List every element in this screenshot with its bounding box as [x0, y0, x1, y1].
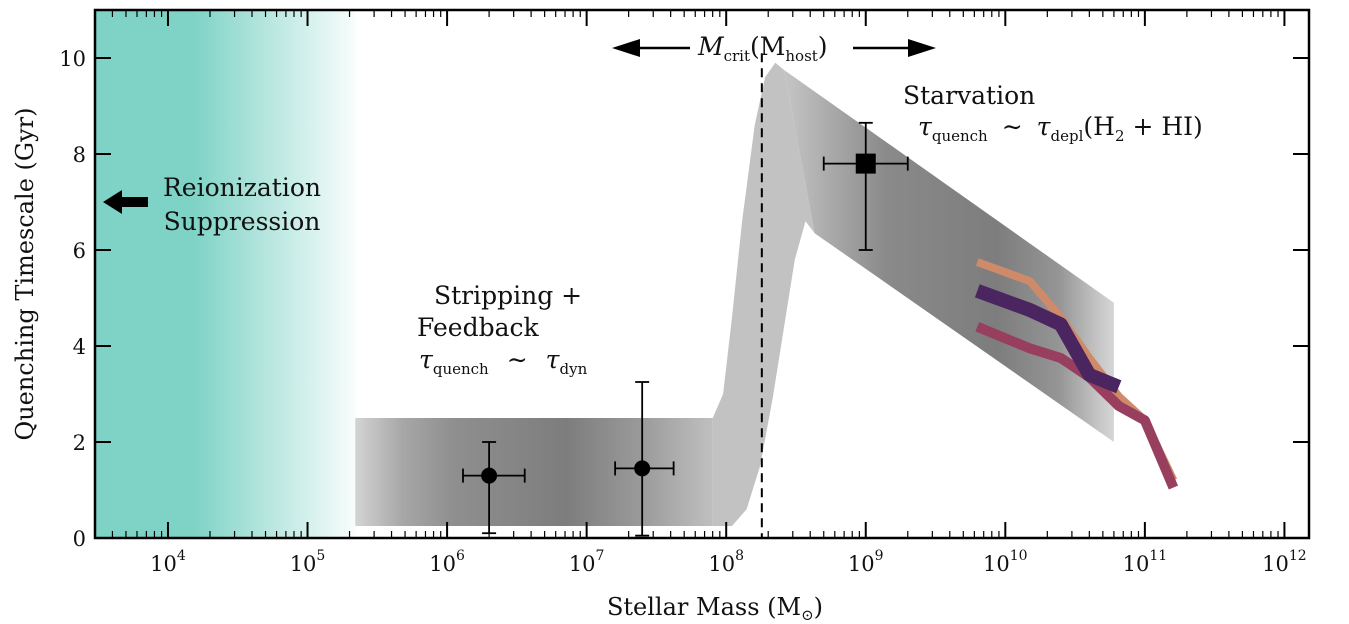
x-tick-label: 106: [429, 548, 465, 576]
reionization-label-line2: Suppression: [164, 207, 321, 236]
data-points: [462, 121, 909, 537]
stripping-label-line1: Stripping +: [434, 281, 582, 310]
circle-marker: [634, 460, 651, 477]
x-tick-label: 1010: [983, 548, 1028, 576]
x-axis-label: Stellar Mass (M⊙): [607, 593, 823, 624]
plot-frame: [93, 8, 1311, 540]
circle-marker: [481, 467, 498, 484]
x-tick-label: 108: [708, 548, 744, 576]
y-tick-label: 10: [59, 47, 86, 71]
stripping-label-line2: Feedback: [417, 313, 539, 342]
starvation-label: Starvation: [903, 81, 1035, 110]
tau-quench-dyn-relation: τquench ∼ τdyn: [419, 345, 588, 378]
series-lines: [974, 258, 1179, 490]
data-point-3: [822, 121, 909, 251]
data-point-1: [462, 441, 526, 535]
high-mass-band: [784, 70, 1114, 442]
left-arrow-icon: [612, 39, 640, 57]
x-tick-label: 105: [290, 548, 326, 576]
critical-mass-annotation: Mcrit(Mhost): [612, 32, 936, 65]
x-tick-label: 107: [569, 548, 605, 576]
y-tick-label: 8: [73, 143, 86, 167]
x-tick-label: 104: [150, 548, 186, 576]
reionization-region: [95, 10, 356, 538]
right-arrow-icon: [908, 39, 936, 57]
series-line-3: [974, 284, 1122, 394]
tau-quench-depl-relation: τquench ∼ τdepl(H2 + HI): [918, 112, 1203, 145]
reionization-label-line1: Reionization: [163, 173, 321, 202]
transition-band: [712, 62, 815, 527]
low-mass-band: [355, 418, 713, 526]
axis-ticks: 104 105 106 107 108 109 1010 1011 1012 0 2 4 6 8 10: [59, 10, 1309, 576]
x-tick-label: 1012: [1262, 548, 1307, 576]
reionization-annotation: Reionization Suppression: [103, 173, 321, 236]
y-tick-label: 6: [73, 239, 86, 263]
starvation-annotation: Starvation τquench ∼ τdepl(H2 + HI): [903, 81, 1203, 145]
x-tick-label: 109: [848, 548, 884, 576]
y-tick-label: 4: [73, 335, 86, 359]
y-axis-label: Quenching Timescale (Gyr): [11, 108, 39, 441]
m-crit-label: Mcrit(Mhost): [697, 32, 828, 65]
y-tick-label: 0: [73, 527, 86, 551]
stripping-annotation: Stripping + Feedback τquench ∼ τdyn: [417, 281, 588, 378]
square-marker: [855, 153, 876, 174]
y-tick-label: 2: [73, 431, 86, 455]
left-arrow-icon: [103, 190, 148, 214]
data-point-2: [614, 381, 675, 537]
x-tick-label: 1011: [1123, 548, 1168, 576]
